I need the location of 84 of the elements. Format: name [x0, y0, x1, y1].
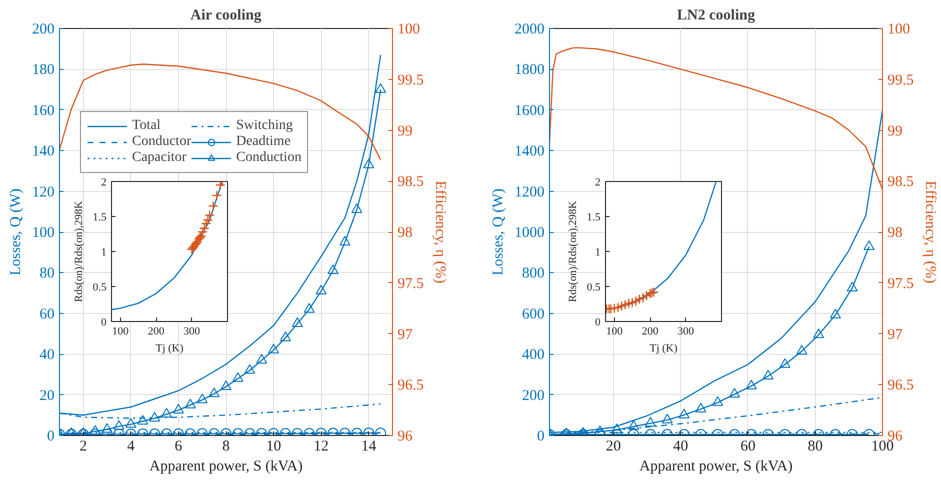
y-tick-label: 100 — [32, 225, 54, 241]
y2-tick-label: 97 — [398, 326, 413, 343]
y-tick-label: 1600 — [514, 102, 544, 119]
y-axis-title: Losses, Q (W) — [490, 188, 506, 276]
x-tick-label: 200 — [642, 326, 659, 338]
y-axis-title: Rds(on)/Rds(on),298K — [566, 200, 579, 302]
x-axis-title: Apparent power, S (kVA) — [639, 458, 793, 474]
y-tick-label: 0 — [101, 316, 107, 328]
y-tick-label: 0.5 — [586, 282, 601, 294]
x-tick-label: 10 — [266, 438, 282, 454]
y2-tick-label: 98.5 — [888, 174, 914, 190]
y-tick-label: 1800 — [514, 62, 544, 78]
y-tick-label: 120 — [32, 184, 54, 200]
y-tick-label: 1 — [595, 246, 600, 258]
x-tick-label: 100 — [112, 326, 130, 338]
y-tick-label: 1200 — [514, 184, 544, 200]
y-axis-title: Rds(on)/Rds(on),298K — [72, 200, 85, 302]
y2-tick-label: 97.5 — [888, 276, 914, 292]
y2-tick-label: 99 — [888, 123, 902, 140]
x-tick-label: 12 — [314, 438, 329, 454]
y2-axis-title: Efficiency, η (%) — [432, 180, 448, 284]
y2-tick-label: 99.5 — [888, 72, 914, 88]
y2-tick-label: 98 — [888, 225, 902, 241]
y-tick-label: 0 — [47, 428, 54, 444]
y-tick-label: 20 — [40, 388, 54, 404]
y2-tick-label: 96 — [398, 428, 413, 444]
x-tick-label: 8 — [222, 438, 230, 454]
chart-title: Air cooling — [190, 8, 262, 24]
y-tick-label: 1000 — [514, 225, 544, 241]
y-axis-title: Losses, Q (W) — [8, 188, 24, 276]
y-tick-label: 2 — [101, 176, 106, 188]
y-tick-label: 1.5 — [586, 212, 601, 224]
x-tick-label: 100 — [606, 326, 624, 338]
y-tick-label: 0 — [595, 316, 601, 328]
legend-label: Total — [132, 118, 161, 134]
x-tick-label: 2 — [80, 438, 88, 454]
y-tick-label: 1 — [101, 246, 106, 258]
y-tick-label: 1400 — [514, 144, 544, 160]
y-tick-label: 1.5 — [92, 212, 107, 224]
x-axis-title: Tj (K) — [156, 342, 184, 354]
x-tick-label: 60 — [740, 438, 756, 454]
y-tick-label: 40 — [40, 347, 54, 364]
y-tick-label: 400 — [522, 347, 544, 364]
x-tick-label: 300 — [678, 326, 695, 338]
y-tick-label: 2 — [595, 176, 600, 188]
y2-tick-label: 97.5 — [398, 276, 424, 292]
y-tick-label: 200 — [32, 22, 54, 38]
y-tick-label: 180 — [32, 62, 54, 78]
y2-tick-label: 97 — [888, 326, 903, 343]
y-tick-label: 600 — [522, 306, 544, 322]
legend-label: Conductor — [132, 134, 192, 150]
y-tick-label: 160 — [32, 102, 54, 119]
x-tick-label: 40 — [673, 438, 688, 454]
y-tick-label: 80 — [40, 266, 54, 282]
x-axis-title: Tj (K) — [650, 342, 678, 354]
x-tick-label: 6 — [174, 438, 183, 454]
legend-label: Deadtime — [236, 134, 291, 150]
legend-label: Conduction — [236, 150, 302, 166]
y2-tick-label: 99 — [398, 123, 412, 140]
y-tick-label: 200 — [522, 388, 544, 404]
y2-tick-label: 96.5 — [888, 378, 914, 394]
y-tick-label: 60 — [40, 306, 54, 322]
y2-tick-label: 98.5 — [398, 174, 424, 190]
y2-tick-label: 96.5 — [398, 378, 424, 394]
y-tick-label: 0 — [537, 428, 544, 444]
y2-tick-label: 100 — [888, 22, 910, 38]
y-tick-label: 0.5 — [92, 282, 107, 294]
x-tick-label: 4 — [127, 438, 136, 454]
y2-axis-title: Efficiency, η (%) — [922, 180, 938, 284]
x-tick-label: 300 — [184, 326, 201, 338]
x-tick-label: 14 — [361, 438, 377, 454]
x-tick-label: 200 — [148, 326, 165, 338]
y2-tick-label: 99.5 — [398, 72, 424, 88]
x-tick-label: 80 — [808, 438, 823, 454]
legend-label: Capacitor — [132, 150, 186, 166]
y-tick-label: 2000 — [514, 22, 544, 38]
x-axis-title: Apparent power, S (kVA) — [149, 458, 303, 474]
y2-tick-label: 98 — [398, 225, 412, 241]
x-tick-label: 20 — [606, 438, 621, 454]
chart-title: LN2 cooling — [677, 8, 756, 24]
legend-label: Switching — [236, 118, 293, 134]
y2-tick-label: 100 — [398, 22, 420, 38]
y-tick-label: 140 — [32, 144, 54, 160]
y-tick-label: 800 — [522, 266, 544, 282]
